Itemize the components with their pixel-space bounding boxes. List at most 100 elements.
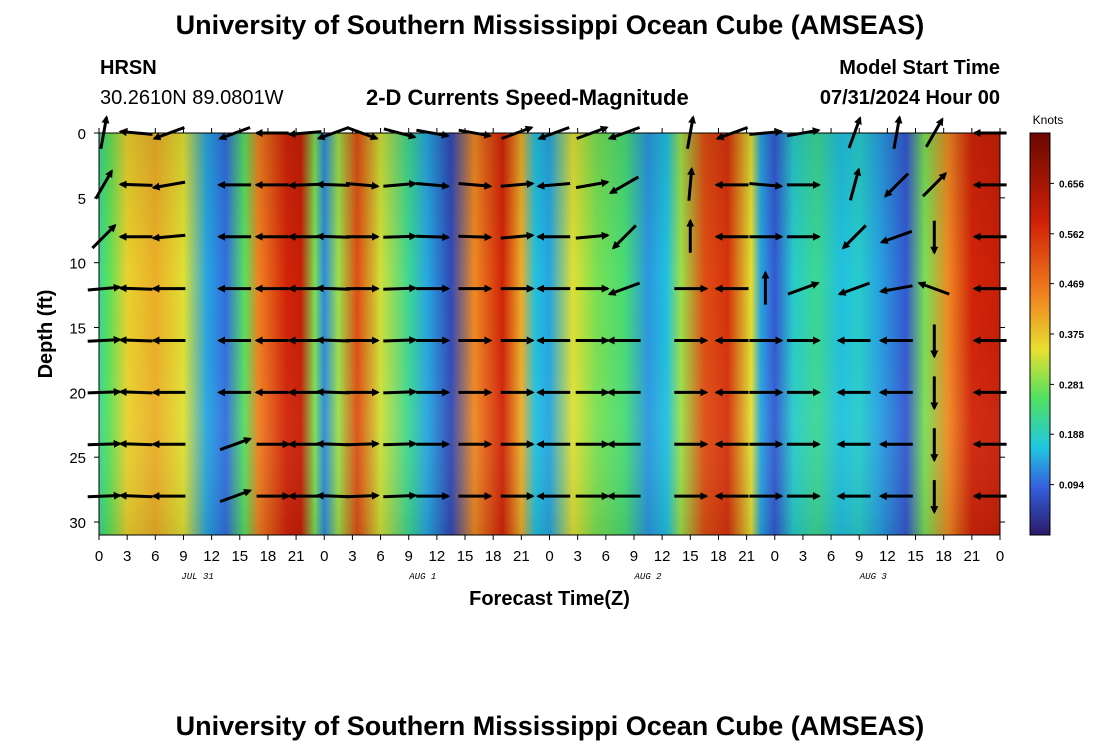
current-arrow [687, 166, 696, 201]
colorbar: Knots 0.656 0.562 0.469 0.375 0.281 0.188 0.094 [1029, 113, 1084, 536]
current-arrow [575, 231, 610, 240]
x-tick-label: 15 [457, 548, 474, 565]
x-tick-label: 12 [654, 548, 671, 565]
current-arrow [883, 172, 910, 198]
x-tick-label: 3 [348, 548, 356, 565]
current-arrow [91, 223, 117, 250]
current-arrow [787, 281, 820, 296]
current-arrow [87, 388, 122, 397]
heatmap-depth-shade [99, 133, 1000, 535]
current-arrow [848, 167, 862, 201]
colorbar-tick-label: 0.281 [1059, 380, 1084, 391]
current-arrow [611, 224, 637, 250]
x-tick-label: 3 [799, 548, 807, 565]
y-tick-label: 10 [69, 256, 86, 273]
current-arrow [87, 439, 122, 448]
colorbar-tick-label: 0.375 [1059, 330, 1084, 341]
current-arrow [118, 180, 153, 189]
current-arrow [219, 437, 252, 452]
x-tick-label: 9 [405, 548, 413, 565]
x-tick-label: 18 [260, 548, 277, 565]
current-arrow [383, 180, 418, 189]
current-arrow [94, 169, 113, 200]
current-arrow [383, 284, 418, 293]
colorbar-unit-label: Knots [1033, 113, 1064, 127]
current-arrow [345, 491, 380, 500]
current-arrow [219, 488, 252, 504]
x-tick-label: 0 [771, 548, 779, 565]
y-tick-label: 5 [78, 191, 86, 208]
x-tick-label: 6 [151, 548, 159, 565]
y-axis-label: Depth (ft) [35, 290, 57, 379]
station-coords: 30.2610N 89.0801W [100, 87, 284, 109]
x-tick-label: 12 [203, 548, 220, 565]
current-arrow [287, 181, 322, 190]
current-arrow [841, 224, 867, 250]
colorbar-tick-label: 0.188 [1059, 430, 1084, 441]
current-arrow [536, 181, 571, 190]
current-arrow [345, 181, 380, 190]
x-tick-label: 21 [288, 548, 305, 565]
x-tick-label: 21 [738, 548, 755, 565]
current-arrow [383, 439, 418, 448]
x-tick-label: 18 [710, 548, 727, 565]
current-arrow [118, 491, 153, 500]
x-tick-label: 21 [964, 548, 981, 565]
x-tick-label: 9 [855, 548, 863, 565]
axes: 0 3 6 9 12 15 18 21 0 3 6 9 12 15 18 21 0 3 6 9 12 15 18 21 0 3 6 9… [35, 126, 1005, 610]
colorbar-tick-label: 0.469 [1059, 280, 1084, 291]
model-start-label: Model Start Time [839, 57, 1000, 79]
current-arrow [315, 439, 350, 448]
date-label: AUG 3 [859, 572, 888, 582]
colorbar-tick-label: 0.562 [1059, 230, 1084, 241]
x-tick-label: 15 [231, 548, 248, 565]
x-tick-label: 18 [485, 548, 502, 565]
current-arrow [837, 281, 871, 296]
x-tick-label: 21 [513, 548, 530, 565]
x-tick-label: 6 [376, 548, 384, 565]
current-arrow [416, 233, 451, 242]
y-tick-label: 25 [69, 450, 86, 467]
current-arrow [749, 181, 784, 190]
current-arrow [315, 232, 350, 241]
current-arrow [315, 284, 350, 293]
current-arrow [87, 335, 122, 344]
current-arrow [608, 175, 640, 195]
x-tick-label: 15 [907, 548, 924, 565]
x-tick-label: 12 [429, 548, 446, 565]
current-arrow [575, 179, 610, 190]
current-arrow [118, 284, 153, 293]
chart-subtitle: 2-D Currents Speed-Magnitude [366, 85, 689, 110]
footer-title: University of Southern Mississippi Ocean… [175, 711, 925, 741]
x-axis-label: Forecast Time(Z) [469, 588, 630, 610]
current-arrow [500, 231, 535, 240]
x-tick-label: 0 [545, 548, 553, 565]
colorbar-tick-label: 0.094 [1059, 481, 1084, 492]
current-arrow [879, 284, 913, 295]
date-label: AUG 1 [408, 572, 436, 582]
current-arrow [500, 180, 535, 189]
x-tick-label: 12 [879, 548, 896, 565]
x-tick-label: 9 [630, 548, 638, 565]
current-arrow [383, 232, 418, 241]
x-tick-label: 6 [827, 548, 835, 565]
current-arrow [383, 491, 418, 500]
date-label: AUG 2 [634, 572, 663, 582]
x-tick-label: 6 [602, 548, 610, 565]
current-arrow [383, 388, 418, 397]
x-tick-label: 9 [179, 548, 187, 565]
x-tick-label: 0 [95, 548, 103, 565]
current-arrow [383, 336, 418, 345]
current-arrow [917, 281, 950, 296]
x-tick-label: 18 [935, 548, 952, 565]
current-arrow [315, 180, 350, 189]
current-arrow [151, 233, 186, 242]
chart-title: University of Southern Mississippi Ocean… [175, 10, 925, 40]
current-arrow [118, 336, 153, 345]
date-label: JUL 31 [181, 572, 213, 582]
current-arrow [416, 181, 451, 190]
current-arrow [118, 388, 153, 397]
y-tick-label: 30 [69, 515, 86, 532]
x-tick-label: 0 [320, 548, 328, 565]
